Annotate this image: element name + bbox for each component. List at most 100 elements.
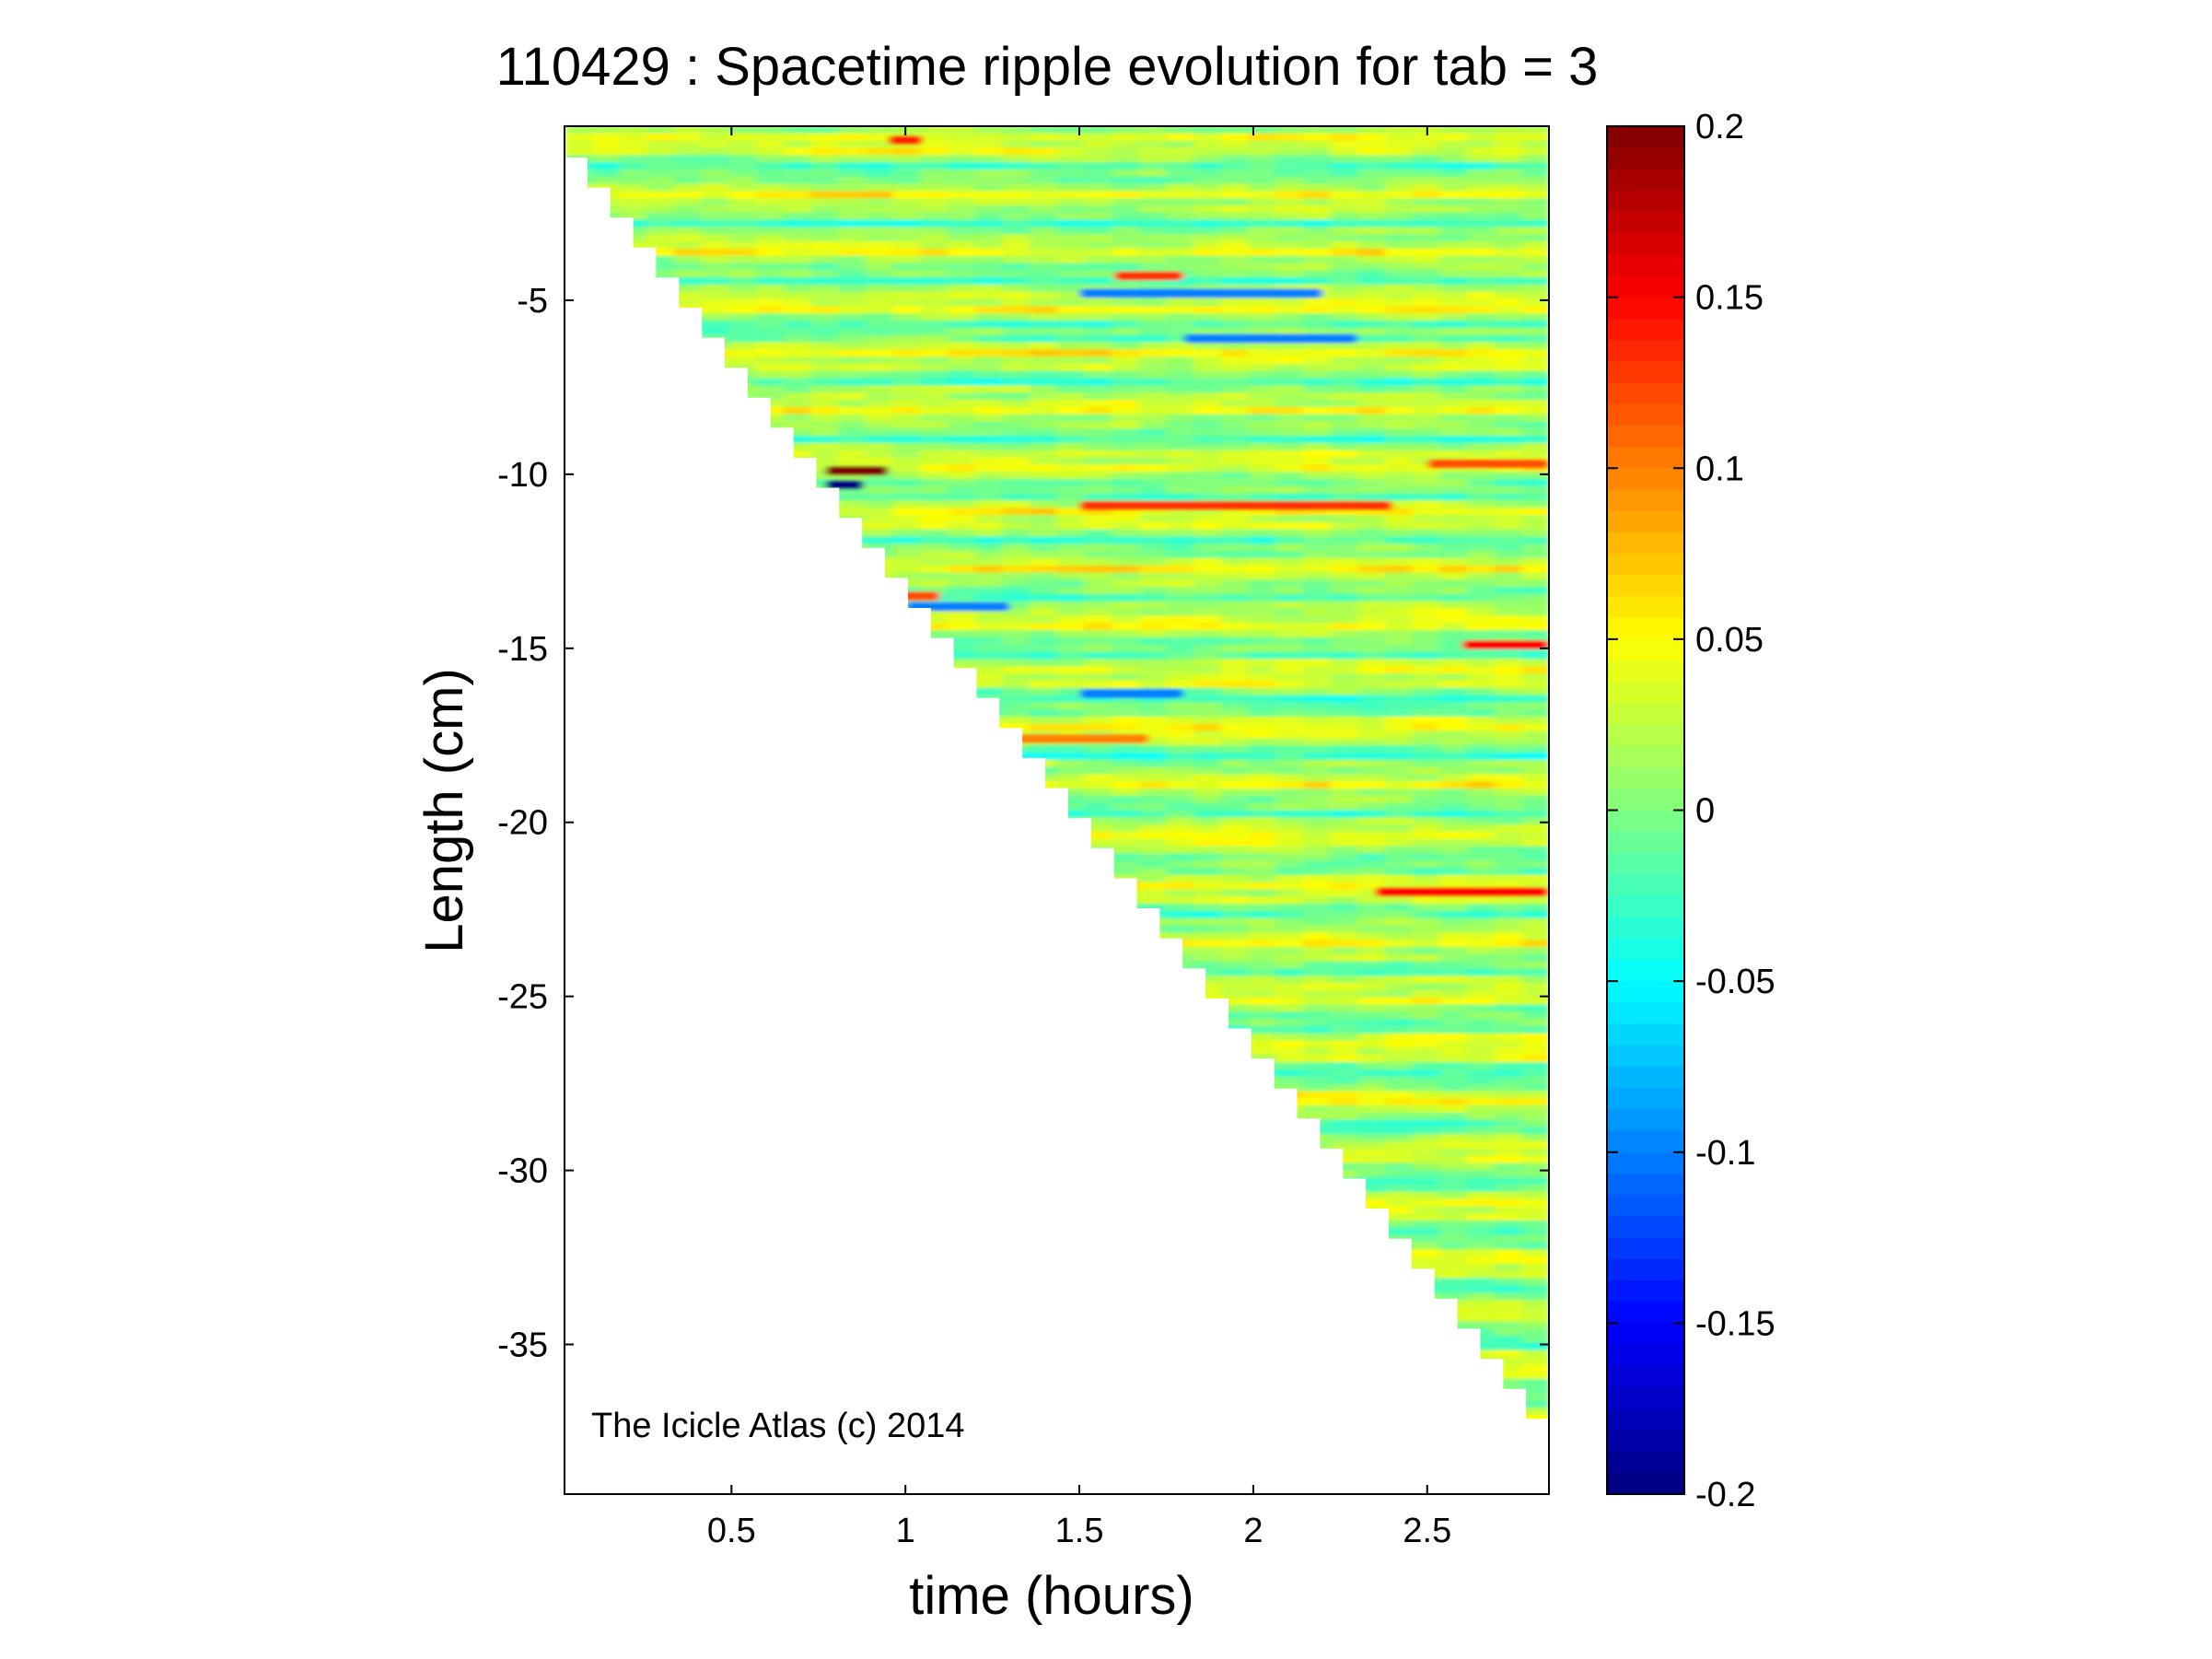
heatmap-cell xyxy=(1357,824,1386,833)
heatmap-cell xyxy=(1466,147,1496,157)
heatmap-cell xyxy=(947,227,976,236)
heatmap-cell xyxy=(1193,874,1222,883)
heatmap-cell xyxy=(1111,702,1140,711)
heatmap-cell xyxy=(920,378,949,387)
heatmap-cell xyxy=(1248,853,1277,862)
heatmap-cell xyxy=(1248,321,1277,329)
heatmap-cell xyxy=(1056,241,1086,250)
heatmap-cell xyxy=(1138,680,1168,689)
heatmap-cell xyxy=(1357,882,1386,891)
heatmap-cell xyxy=(865,508,894,516)
heatmap-cell xyxy=(947,219,976,228)
heatmap-cell xyxy=(1330,385,1359,394)
heatmap-cell xyxy=(1166,659,1194,668)
heatmap-cell xyxy=(1220,630,1250,638)
heatmap-cell xyxy=(1248,940,1277,948)
heatmap-cell xyxy=(1330,1083,1359,1092)
heatmap-cell xyxy=(1494,198,1523,206)
heatmap-cell xyxy=(947,608,976,617)
heatmap-cell xyxy=(1412,370,1441,380)
heatmap-cell xyxy=(1412,601,1441,610)
heatmap-cell xyxy=(1002,536,1030,545)
heatmap-cell xyxy=(1439,781,1468,789)
heatmap-cell xyxy=(947,291,976,300)
heatmap-cell xyxy=(920,342,949,351)
heatmap-cell xyxy=(1384,687,1414,696)
heatmap-cell xyxy=(1002,594,1030,602)
heatmap-cell xyxy=(1302,781,1332,789)
heatmap-cell xyxy=(892,291,921,300)
heatmap-cell xyxy=(1084,436,1112,444)
heatmap-cell xyxy=(1357,219,1386,228)
heatmap-cell xyxy=(1357,874,1386,883)
heatmap-cell xyxy=(1466,543,1496,553)
heatmap-cell xyxy=(619,205,648,214)
heatmap-cell xyxy=(947,572,976,581)
heatmap-cell xyxy=(947,133,976,142)
heatmap-cell xyxy=(1466,370,1496,380)
heatmap-cell xyxy=(1466,428,1496,438)
heatmap-cell xyxy=(1056,651,1086,660)
heatmap-cell xyxy=(1302,810,1332,819)
heatmap-cell xyxy=(1439,162,1468,170)
heatmap-cell xyxy=(1330,1011,1359,1021)
heatmap-cell xyxy=(1056,587,1086,595)
heatmap-cell xyxy=(1220,406,1250,415)
heatmap-cell xyxy=(619,191,648,200)
heatmap-cell xyxy=(1357,1091,1386,1100)
heatmap-cell xyxy=(1521,1112,1549,1121)
heatmap-cell xyxy=(865,183,894,193)
heatmap-cell xyxy=(1494,745,1523,754)
heatmap-cell xyxy=(837,421,867,430)
heatmap-cell xyxy=(783,321,812,329)
heatmap-cell xyxy=(1521,601,1549,610)
heatmap-cell xyxy=(1111,450,1140,459)
heatmap-cell xyxy=(1084,248,1112,257)
heatmap-cell xyxy=(1521,1062,1549,1070)
heatmap-cell xyxy=(1439,810,1468,819)
heatmap-cell xyxy=(1521,623,1549,632)
heatmap-cell xyxy=(1275,284,1304,293)
heatmap-cell xyxy=(1056,321,1086,329)
heatmap-cell xyxy=(1302,572,1332,581)
heatmap-cell xyxy=(1275,853,1304,862)
heatmap-cell xyxy=(1248,802,1277,812)
heatmap-cell xyxy=(1056,147,1086,157)
heatmap-cell xyxy=(892,176,921,185)
heatmap-cell xyxy=(1384,651,1414,660)
heatmap-cell xyxy=(755,205,785,214)
heatmap-cell xyxy=(1521,1069,1549,1078)
heatmap-cell xyxy=(1494,536,1523,545)
heatmap-cell xyxy=(810,370,839,380)
heatmap-cell xyxy=(1166,904,1194,912)
heatmap-cell xyxy=(920,241,949,250)
heatmap-cell xyxy=(1412,961,1441,970)
heatmap-cell xyxy=(1084,587,1112,595)
heatmap-cell xyxy=(1412,219,1441,228)
heatmap-cell xyxy=(1494,508,1523,516)
heatmap-cell xyxy=(1521,989,1549,999)
heatmap-cell xyxy=(1029,205,1058,214)
heatmap-cell xyxy=(1439,666,1468,674)
heatmap-cell xyxy=(1330,551,1359,559)
heatmap-cell xyxy=(1357,472,1386,480)
heatmap-cell xyxy=(728,183,757,193)
heatmap-cell xyxy=(920,587,949,595)
heatmap-cell xyxy=(1275,896,1304,905)
heatmap-cell xyxy=(1220,255,1250,264)
heatmap-cell xyxy=(1056,615,1086,625)
heatmap-cell xyxy=(1330,989,1359,999)
heatmap-cell xyxy=(1002,334,1030,344)
heatmap-cell xyxy=(1275,277,1304,286)
heatmap-cell xyxy=(1302,774,1332,783)
heatmap-cell xyxy=(1521,263,1549,272)
heatmap-cell xyxy=(974,436,1004,444)
heatmap-cell xyxy=(810,421,839,430)
heatmap-cell xyxy=(1466,716,1496,725)
heatmap-cell xyxy=(1248,191,1277,200)
heatmap-cell xyxy=(1357,1019,1386,1027)
heatmap-cell xyxy=(1494,255,1523,264)
heatmap-cell xyxy=(1494,450,1523,459)
heatmap-cell xyxy=(646,263,675,272)
heatmap-cell xyxy=(755,321,785,329)
